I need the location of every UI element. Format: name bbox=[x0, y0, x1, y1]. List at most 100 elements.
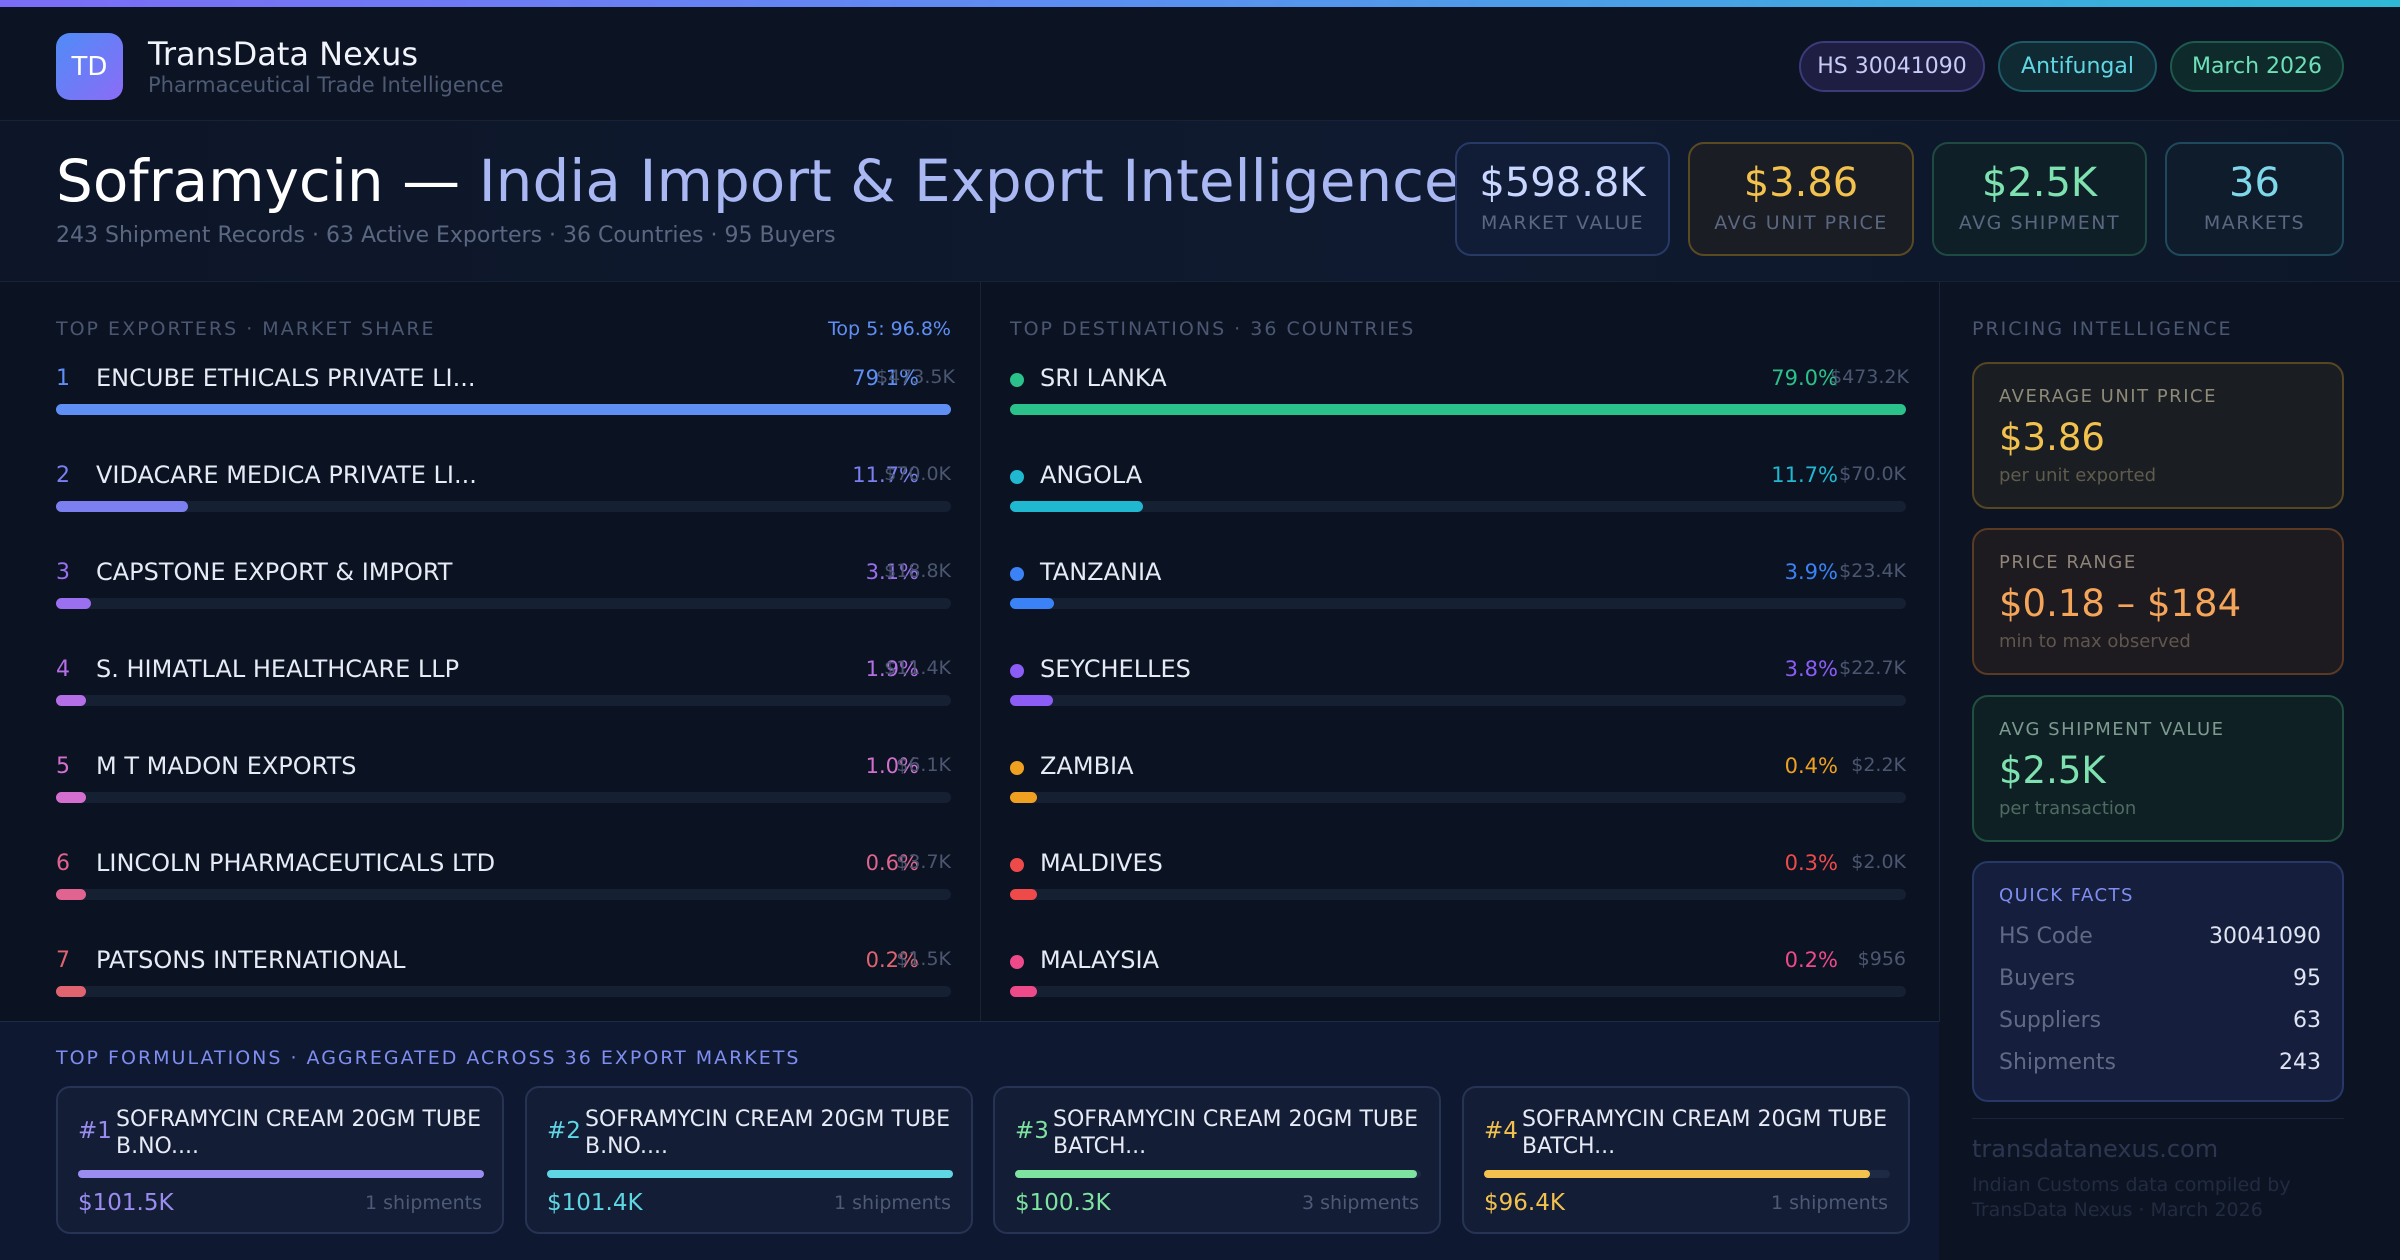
formulation-card[interactable]: #2 SOFRAMYCIN CREAM 20GM TUBE B.NO.... $… bbox=[525, 1086, 973, 1234]
destination-percent: 3.8% bbox=[1784, 657, 1838, 681]
exporter-row[interactable]: 2 VIDACARE MEDICA PRIVATE LI... 11.7% $7… bbox=[56, 461, 951, 523]
fact-value: 95 bbox=[2293, 966, 2321, 991]
exporter-rank: 4 bbox=[56, 657, 70, 682]
destination-row[interactable]: TANZANIA 3.9% $23.4K bbox=[1010, 558, 1906, 620]
share-track bbox=[56, 404, 951, 415]
footer-divider bbox=[1972, 1118, 2344, 1119]
exporter-percent: 11.7% bbox=[852, 463, 919, 487]
formulation-rank: #2 bbox=[547, 1118, 581, 1144]
exporter-percent: 0.6% bbox=[865, 851, 919, 875]
destination-amount: $956 bbox=[1857, 948, 1906, 970]
destination-row[interactable]: ZAMBIA 0.4% $2.2K bbox=[1010, 752, 1906, 814]
share-bar bbox=[1010, 695, 1054, 706]
fact-value: 63 bbox=[2293, 1008, 2321, 1033]
hero-section: Soframycin — India Import & Export Intel… bbox=[0, 121, 2400, 282]
destination-row[interactable]: SRI LANKA 79.0% $473.2K bbox=[1010, 364, 1909, 426]
formulation-card[interactable]: #4 SOFRAMYCIN CREAM 20GM TUBE BATCH... $… bbox=[1462, 1086, 1910, 1234]
footer-site-link[interactable]: transdatanexus.com bbox=[1972, 1135, 2219, 1163]
card-caption: per transaction bbox=[1999, 798, 2137, 819]
destination-percent: 3.9% bbox=[1784, 560, 1838, 584]
destination-name: SEYCHELLES bbox=[1040, 655, 1191, 683]
destination-row[interactable]: ANGOLA 11.7% $70.0K bbox=[1010, 461, 1906, 523]
destination-percent: 0.2% bbox=[1784, 948, 1838, 972]
exporter-rank: 1 bbox=[56, 366, 70, 391]
formulation-rank: #1 bbox=[78, 1118, 112, 1144]
exporter-percent: 3.1% bbox=[865, 560, 919, 584]
formulation-shipments: 3 shipments bbox=[1302, 1192, 1419, 1214]
formulation-card[interactable]: #1 SOFRAMYCIN CREAM 20GM TUBE B.NO.... $… bbox=[56, 1086, 504, 1234]
destination-amount: $23.4K bbox=[1839, 560, 1906, 582]
share-track bbox=[56, 889, 951, 900]
exporter-amount: $6.1K bbox=[896, 754, 951, 776]
share-bar bbox=[56, 792, 86, 803]
exporter-rank: 6 bbox=[56, 851, 70, 876]
destination-amount: $70.0K bbox=[1839, 463, 1906, 485]
kpi-label: AVG UNIT PRICE bbox=[1714, 212, 1888, 234]
share-bar bbox=[1010, 986, 1037, 997]
kpi-value: $598.8K bbox=[1479, 160, 1646, 206]
exporter-name: PATSONS INTERNATIONAL bbox=[96, 946, 406, 974]
app-header: TD TransData Nexus Pharmaceutical Trade … bbox=[0, 7, 2400, 121]
exporter-row[interactable]: 1 ENCUBE ETHICALS PRIVATE LI... 79.1% $4… bbox=[56, 364, 955, 426]
exporter-row[interactable]: 7 PATSONS INTERNATIONAL 0.2% $1.5K bbox=[56, 946, 951, 1008]
exporter-amount: $70.0K bbox=[884, 463, 951, 485]
share-bar bbox=[1010, 501, 1143, 512]
share-track bbox=[56, 501, 951, 512]
formulation-name: SOFRAMYCIN CREAM 20GM TUBE B.NO.... bbox=[585, 1107, 951, 1159]
page-title: Soframycin — India Import & Export Intel… bbox=[56, 147, 1460, 215]
exporter-row[interactable]: 5 M T MADON EXPORTS 1.0% $6.1K bbox=[56, 752, 951, 814]
price-range-card: PRICE RANGE $0.18 – $184 min to max obse… bbox=[1972, 528, 2344, 675]
share-track bbox=[1010, 598, 1906, 609]
share-track bbox=[1010, 404, 1906, 415]
brand-name: TransData Nexus bbox=[148, 35, 419, 73]
card-caption: per unit exported bbox=[1999, 465, 2157, 486]
card-value: $0.18 – $184 bbox=[1999, 582, 2242, 625]
category-pill[interactable]: Antifungal bbox=[1998, 41, 2157, 92]
destination-amount: $2.2K bbox=[1851, 754, 1906, 776]
column-divider bbox=[980, 282, 981, 1022]
kpi-label: MARKET VALUE bbox=[1480, 212, 1645, 234]
formulation-value: $100.3K bbox=[1015, 1190, 1111, 1216]
date-pill[interactable]: March 2026 bbox=[2170, 41, 2344, 92]
title-product: Soframycin — bbox=[56, 147, 479, 215]
destination-name: MALAYSIA bbox=[1040, 946, 1159, 974]
exporter-name: M T MADON EXPORTS bbox=[96, 752, 357, 780]
destination-percent: 0.4% bbox=[1784, 754, 1838, 778]
fact-key: Buyers bbox=[1999, 966, 2076, 991]
share-bar bbox=[56, 598, 92, 609]
exporter-row[interactable]: 6 LINCOLN PHARMACEUTICALS LTD 0.6% $3.7K bbox=[56, 849, 951, 911]
share-track bbox=[1010, 889, 1906, 900]
exporter-amount: $473.5K bbox=[876, 366, 955, 388]
brand-tagline: Pharmaceutical Trade Intelligence bbox=[148, 73, 504, 97]
destination-row[interactable]: MALAYSIA 0.2% $956 bbox=[1010, 946, 1906, 1008]
exporter-amount: $1.5K bbox=[896, 948, 951, 970]
destination-dot-icon bbox=[1010, 373, 1024, 387]
hs-code-pill[interactable]: HS 30041090 bbox=[1799, 41, 1985, 92]
formulation-card[interactable]: #3 SOFRAMYCIN CREAM 20GM TUBE BATCH... $… bbox=[993, 1086, 1441, 1234]
formulation-shipments: 1 shipments bbox=[1771, 1192, 1888, 1214]
formulation-shipments: 1 shipments bbox=[834, 1192, 951, 1214]
brand-logo: TD bbox=[56, 33, 123, 100]
destinations-heading: TOP DESTINATIONS · 36 COUNTRIES bbox=[1010, 318, 1416, 340]
exporters-heading: TOP EXPORTERS · MARKET SHARE bbox=[56, 318, 436, 340]
exporter-row[interactable]: 4 S. HIMATLAL HEALTHCARE LLP 1.9% $11.4K bbox=[56, 655, 951, 717]
formulation-value: $101.4K bbox=[547, 1190, 643, 1216]
destination-dot-icon bbox=[1010, 761, 1024, 775]
exporter-amount: $3.7K bbox=[896, 851, 951, 873]
formulation-value: $101.5K bbox=[78, 1190, 174, 1216]
exporter-percent: 79.1% bbox=[852, 366, 919, 390]
column-divider bbox=[1939, 282, 1940, 1022]
share-track bbox=[1010, 986, 1906, 997]
share-track bbox=[56, 986, 951, 997]
destination-row[interactable]: SEYCHELLES 3.8% $22.7K bbox=[1010, 655, 1906, 717]
exporter-row[interactable]: 3 CAPSTONE EXPORT & IMPORT 3.1% $18.8K bbox=[56, 558, 951, 620]
kpi-label: AVG SHIPMENT bbox=[1958, 212, 2121, 234]
destination-percent: 0.3% bbox=[1784, 851, 1838, 875]
destination-row[interactable]: MALDIVES 0.3% $2.0K bbox=[1010, 849, 1906, 911]
destination-name: MALDIVES bbox=[1040, 849, 1163, 877]
card-value: $3.86 bbox=[1999, 416, 2105, 459]
exporter-rank: 3 bbox=[56, 560, 70, 585]
kpi-value: $2.5K bbox=[1981, 160, 2098, 206]
quick-facts-title: QUICK FACTS bbox=[1999, 885, 2134, 906]
share-bar bbox=[1010, 404, 1906, 415]
